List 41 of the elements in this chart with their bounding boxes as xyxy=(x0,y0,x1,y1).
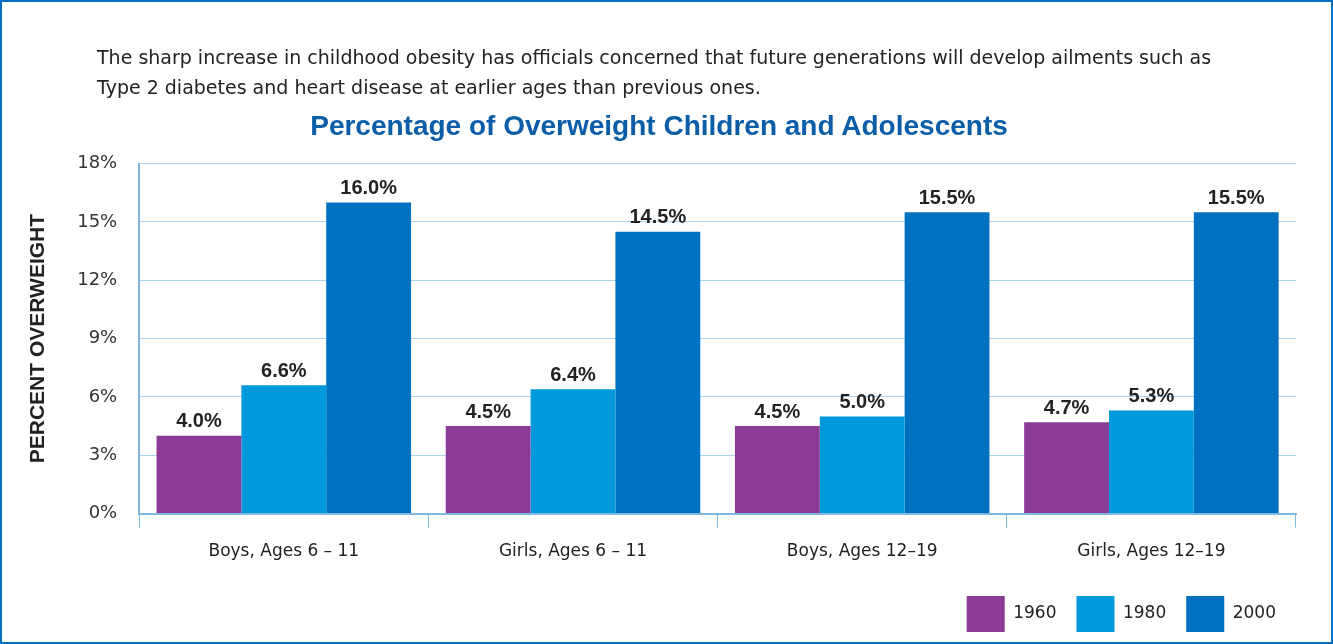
data-label: 5.0% xyxy=(839,389,886,412)
y-tick-label: 12% xyxy=(77,267,118,289)
legend-label: 1960 xyxy=(1013,602,1057,623)
data-label: 4.0% xyxy=(176,409,222,432)
x-tick-label: Girls, Ages 12–19 xyxy=(1077,540,1226,561)
bar xyxy=(1193,212,1279,514)
x-tick-label: Girls, Ages 6 – 11 xyxy=(498,540,648,561)
data-label: 4.7% xyxy=(1043,395,1090,418)
legend-label: 1980 xyxy=(1122,602,1167,623)
y-tick-label: 15% xyxy=(77,209,118,231)
bar xyxy=(904,212,990,514)
y-tick-label: 3% xyxy=(88,442,118,464)
bar xyxy=(326,202,412,514)
bar xyxy=(156,435,242,514)
y-axis-title: PERCENT OVERWEIGHT xyxy=(25,213,49,464)
y-tick-label: 0% xyxy=(88,501,118,523)
data-label: 16.0% xyxy=(340,176,398,198)
legend-label: 2000 xyxy=(1232,602,1276,623)
x-tick-label: Boys, Ages 12–19 xyxy=(786,540,938,561)
y-tick-label: 6% xyxy=(88,384,118,406)
data-label: 6.4% xyxy=(550,362,597,385)
data-label: 15.5% xyxy=(918,185,976,208)
data-label: 15.5% xyxy=(1207,185,1265,208)
bar xyxy=(734,426,820,514)
data-label: 5.3% xyxy=(1128,384,1175,407)
bar xyxy=(819,416,905,514)
chart-subtitle: The sharp increase in childhood obesity has officials concerned that future generations will develop ailments such as Type 2 diabetes and heart disease at earlier ages than previous ones. xyxy=(97,45,1213,100)
x-tick-label: Boys, Ages 6 – 11 xyxy=(208,540,360,561)
chart-title: Percentage of Overweight Children and Adolescents xyxy=(310,109,1008,141)
data-label: 14.5% xyxy=(629,205,687,228)
bar xyxy=(445,426,531,514)
data-label: 6.6% xyxy=(261,358,307,381)
bar xyxy=(1024,422,1109,514)
y-tick-label: 18% xyxy=(77,151,118,173)
bar xyxy=(1108,410,1194,514)
bar xyxy=(615,231,701,514)
data-label: 4.5% xyxy=(754,399,801,422)
data-label: 4.5% xyxy=(465,399,512,422)
bar xyxy=(241,385,327,514)
y-tick-label: 9% xyxy=(88,326,118,348)
bar xyxy=(530,389,616,514)
